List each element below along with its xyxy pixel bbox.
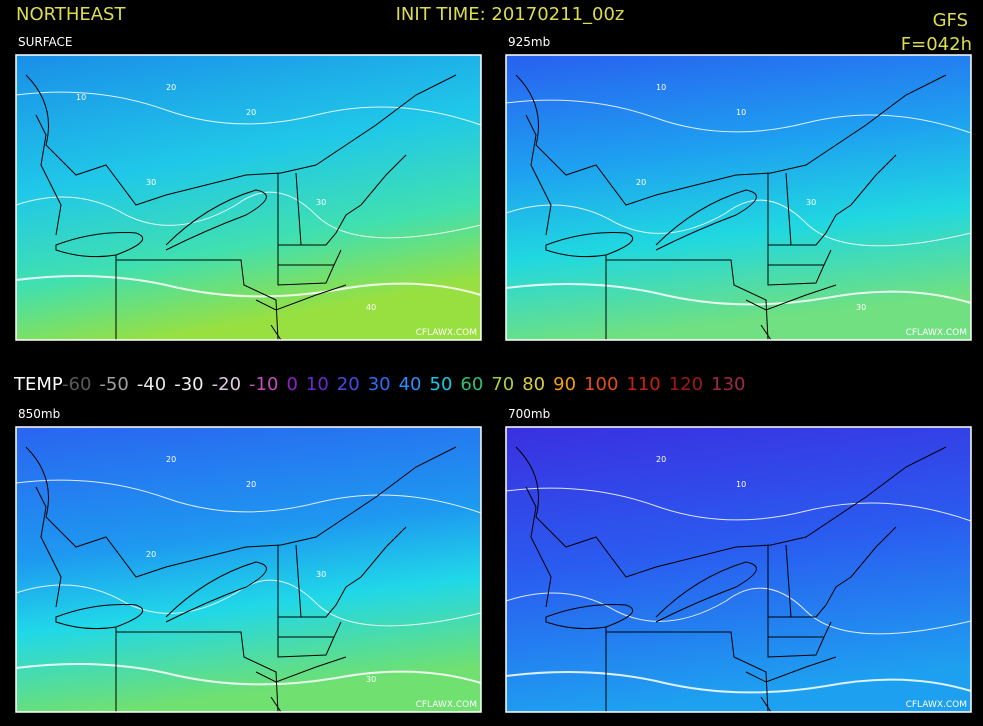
map-panel: 10 10 20 30 30 CFLAWX.COM: [505, 54, 972, 341]
legend-item: 120: [669, 374, 703, 395]
contour-label: 30: [856, 303, 866, 312]
contour-label: 20: [246, 108, 256, 117]
region-title: NORTHEAST: [16, 4, 126, 25]
temperature-field: [506, 55, 971, 340]
contour-label: 30: [146, 178, 156, 187]
panel-label: 925mb: [508, 35, 550, 49]
legend-item: 10: [306, 374, 329, 395]
panel-border: [505, 54, 972, 341]
temperature-field: [506, 427, 971, 712]
legend-item: 60: [460, 374, 483, 395]
credit: CFLAWX.COM: [416, 328, 477, 338]
contour-label: 30: [316, 570, 326, 579]
init-time: INIT TIME: 20170211_00z: [396, 4, 625, 25]
map-panel: 20 20 30 30 40 10 CFLAWX.COM: [15, 54, 482, 341]
legend-item: 40: [399, 374, 422, 395]
contour-label: 20: [146, 550, 156, 559]
legend-item: 90: [553, 374, 576, 395]
panel-label: 700mb: [508, 407, 550, 421]
contour-label: 10: [76, 93, 86, 102]
legend-item: 30: [368, 374, 391, 395]
credit: CFLAWX.COM: [416, 700, 477, 710]
credit: CFLAWX.COM: [906, 700, 967, 710]
panel-border: [15, 426, 482, 713]
credit: CFLAWX.COM: [906, 328, 967, 338]
contour-label: 20: [246, 480, 256, 489]
contour-label: 10: [736, 108, 746, 117]
model-name: GFS: [933, 10, 968, 31]
legend-item: 80: [522, 374, 545, 395]
legend-item: -30: [174, 374, 203, 395]
panel-label: SURFACE: [18, 35, 73, 49]
contour-label: 40: [366, 303, 376, 312]
panel-label: 850mb: [18, 407, 60, 421]
contour-label: 20: [166, 83, 176, 92]
legend-item: 130: [711, 374, 745, 395]
contour-label: 20: [656, 455, 666, 464]
contour-label: 10: [736, 480, 746, 489]
legend-item: 0: [286, 374, 297, 395]
temperature-field: [16, 427, 481, 712]
panel-border: [505, 426, 972, 713]
legend-item: -60: [62, 374, 91, 395]
legend-item: 70: [491, 374, 514, 395]
forecast-hour: F=042h: [901, 34, 972, 55]
contour-label: 10: [656, 83, 666, 92]
legend-item: 110: [626, 374, 660, 395]
contour-label: 30: [366, 675, 376, 684]
legend-title: TEMP: [13, 374, 63, 395]
contour-label: 30: [806, 198, 816, 207]
map-panel: 20 10 CFLAWX.COM: [505, 426, 972, 713]
legend-item: 20: [337, 374, 360, 395]
legend-item: 100: [584, 374, 618, 395]
legend-item: -20: [212, 374, 241, 395]
panel-border: [15, 54, 482, 341]
legend-item: -10: [249, 374, 278, 395]
legend-item: -40: [137, 374, 166, 395]
legend-item: 50: [430, 374, 453, 395]
contour-label: 20: [166, 455, 176, 464]
contour-label: 20: [636, 178, 646, 187]
legend-item: -50: [99, 374, 128, 395]
contour-label: 30: [316, 198, 326, 207]
map-panel: 20 20 20 30 30 CFLAWX.COM: [15, 426, 482, 713]
